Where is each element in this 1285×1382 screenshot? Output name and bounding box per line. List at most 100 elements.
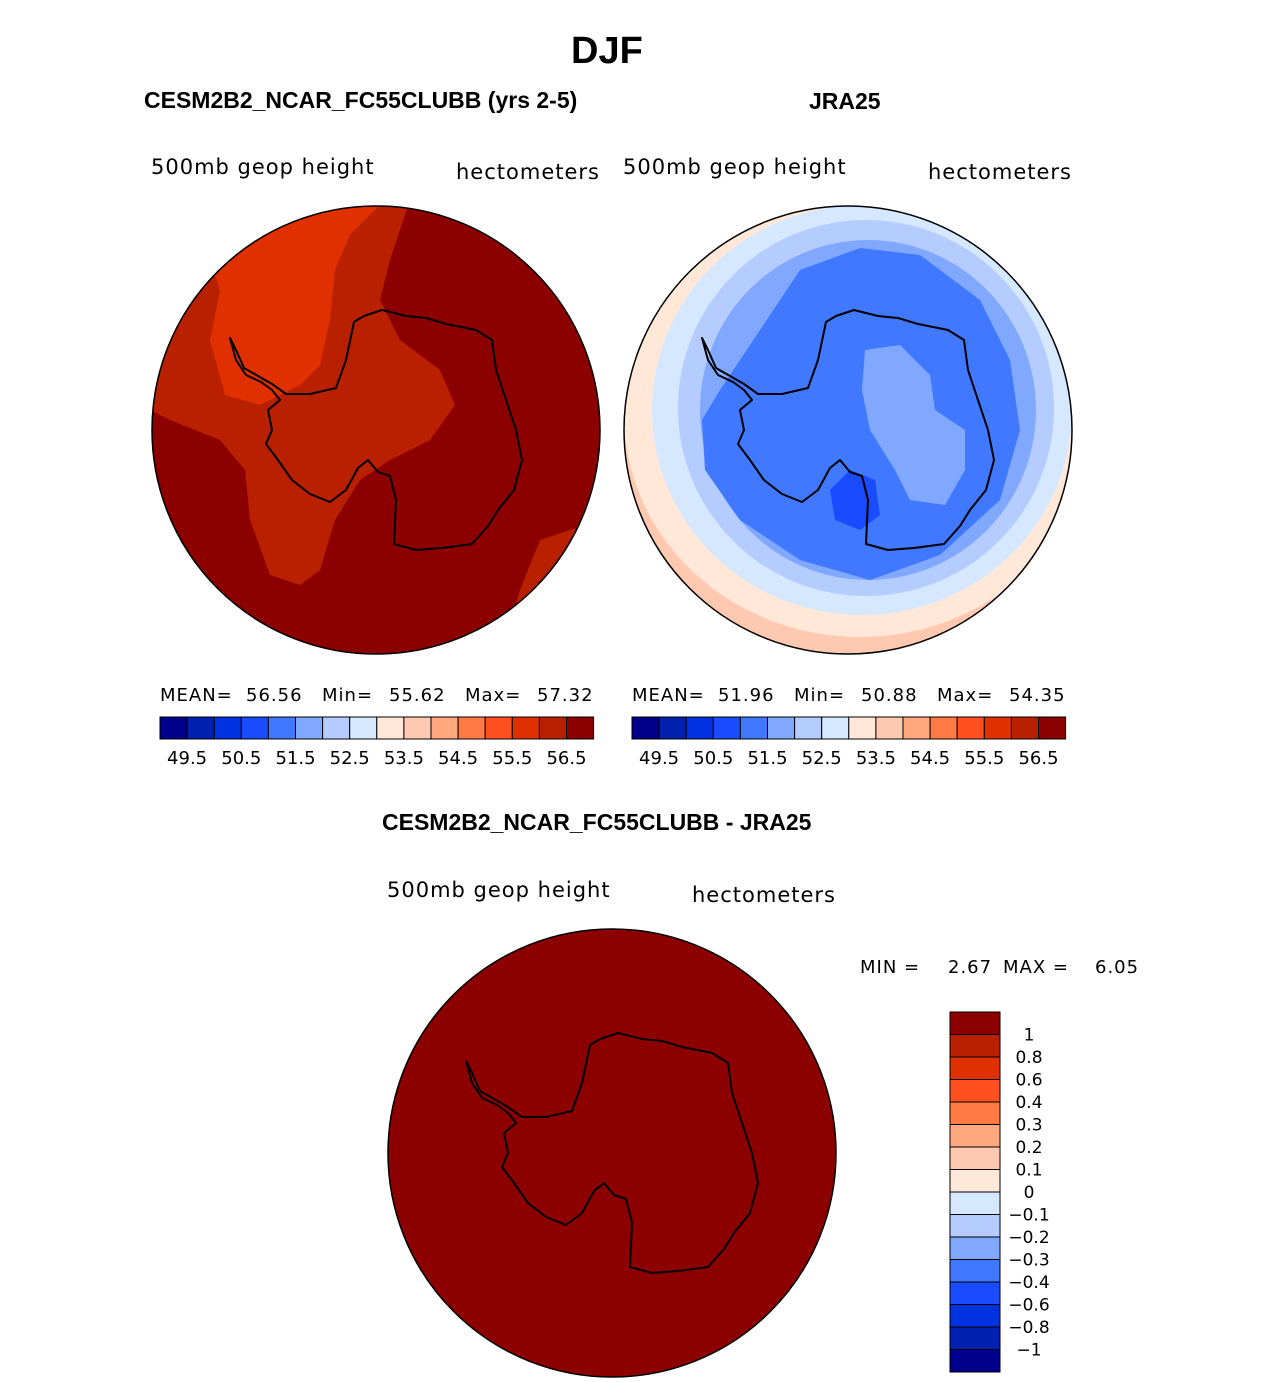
colorbar-tick-label: 50.5	[221, 748, 261, 769]
colorbar-tick-label: 0.2	[1015, 1138, 1042, 1158]
colorbar-tick-label: 53.5	[856, 748, 896, 769]
colorbar-box	[949, 1056, 1001, 1080]
panel1-variable-label: 500mb geop height	[151, 155, 375, 179]
colorbar-box	[902, 716, 931, 740]
colorbar-box	[566, 716, 595, 740]
contour-fill-56.0	[200, 206, 380, 405]
colorbar-box	[949, 1304, 1001, 1328]
panel3-map	[387, 928, 837, 1378]
panel2-map	[624, 206, 1072, 654]
colorbar-box	[949, 1124, 1001, 1148]
colorbar-box	[949, 1191, 1001, 1215]
colorbar-box	[949, 1146, 1001, 1170]
colorbar-box	[949, 1349, 1001, 1373]
colorbar-tick-label: −1	[1016, 1341, 1041, 1361]
colorbar-box	[949, 1034, 1001, 1058]
colorbar-box	[956, 716, 985, 740]
colorbar-box	[349, 716, 378, 740]
colorbar-tick-label: 56.5	[546, 748, 586, 769]
panel1-min-value: 55.62	[389, 685, 446, 706]
colorbar-tick-label: 0.1	[1015, 1161, 1042, 1181]
colorbar-tick-label: 51.5	[275, 748, 315, 769]
colorbar-tick-label: 0.8	[1015, 1048, 1042, 1068]
colorbar-tick-label: 1	[1024, 1026, 1035, 1046]
colorbar-box	[430, 716, 459, 740]
panel2-map-border	[623, 205, 1073, 655]
colorbar-tick-label: −0.4	[1008, 1273, 1049, 1293]
panel2-title: JRA25	[809, 88, 881, 114]
colorbar-box	[712, 716, 741, 740]
panel1-mean-label: MEAN=	[160, 685, 233, 706]
colorbar-tick-label: 50.5	[693, 748, 733, 769]
colorbar-tick-label: 0.4	[1015, 1093, 1042, 1113]
colorbar-tick-label: 0.3	[1015, 1116, 1042, 1136]
panel1-colorbar: 49.5 50.5 51.5 52.5 53.5 54.5 55.5 56.5	[159, 716, 595, 769]
colorbar-tick-label: 55.5	[964, 748, 1004, 769]
colorbar-box	[322, 716, 351, 740]
colorbar-box	[949, 1326, 1001, 1350]
colorbar-tick-label: 52.5	[330, 748, 370, 769]
panel3-title: CESM2B2_NCAR_FC55CLUBB - JRA25	[382, 809, 812, 835]
colorbar-box	[983, 716, 1012, 740]
colorbar-tick-label: 56.5	[1018, 748, 1058, 769]
panel1-units-label: hectometers	[456, 160, 600, 184]
colorbar-box	[767, 716, 796, 740]
contour-fill-51.5-inner	[862, 345, 965, 505]
panel3-min-label: MIN =	[860, 957, 921, 978]
panel2-max-label: Max=	[937, 685, 994, 706]
colorbar-box	[376, 716, 405, 740]
panel3-variable-label: 500mb geop height	[387, 878, 611, 902]
colorbar-box	[949, 1281, 1001, 1305]
colorbar-box	[949, 1101, 1001, 1125]
colorbar-box	[739, 716, 769, 740]
panel1-title: CESM2B2_NCAR_FC55CLUBB (yrs 2-5)	[144, 87, 578, 113]
colorbar-box	[1010, 716, 1040, 740]
colorbar-tick-label: 55.5	[492, 748, 532, 769]
panel2-min-value: 50.88	[861, 685, 918, 706]
colorbar-box	[403, 716, 432, 740]
colorbar-tick-label: −0.2	[1008, 1228, 1049, 1248]
colorbar-box	[240, 716, 269, 740]
panel3-max-value: 6.05	[1095, 957, 1140, 978]
panel1-max-value: 57.32	[537, 685, 594, 706]
colorbar-tick-label: 0.6	[1015, 1071, 1042, 1091]
colorbar-box	[658, 716, 687, 740]
panel2-max-value: 54.35	[1009, 685, 1066, 706]
panel2-colorbar: 49.5 50.5 51.5 52.5 53.5 54.5 55.5 56.5	[631, 716, 1067, 769]
panel2-units-label: hectometers	[928, 160, 1072, 184]
panel1-mean-value: 56.56	[246, 685, 303, 706]
colorbar-box	[821, 716, 850, 740]
colorbar-tick-label: −0.3	[1008, 1251, 1049, 1271]
colorbar-box	[949, 1169, 1001, 1193]
panel2-variable-label: 500mb geop height	[623, 155, 847, 179]
colorbar-tick-label: 53.5	[384, 748, 424, 769]
panel2-mean-label: MEAN=	[632, 685, 705, 706]
colorbar-box	[267, 716, 296, 740]
colorbar-tick-label: 49.5	[639, 748, 679, 769]
colorbar-box	[848, 716, 877, 740]
colorbar-box	[159, 716, 188, 740]
panel1-map	[152, 206, 600, 654]
colorbar-tick-label: 54.5	[910, 748, 950, 769]
panel1-max-label: Max=	[465, 685, 522, 706]
panel1-map-border	[151, 205, 601, 655]
colorbar-box	[875, 716, 904, 740]
colorbar-box	[949, 1214, 1001, 1238]
colorbar-box	[186, 716, 215, 740]
colorbar-box	[929, 716, 958, 740]
colorbar-box	[949, 1011, 1001, 1035]
colorbar-box	[511, 716, 540, 740]
colorbar-box	[949, 1079, 1001, 1103]
colorbar-box	[484, 716, 513, 740]
panel2-mean-value: 51.96	[718, 685, 775, 706]
colorbar-tick-label: −0.8	[1008, 1318, 1049, 1338]
panel2-min-label: Min=	[794, 685, 846, 706]
panel1-min-label: Min=	[322, 685, 374, 706]
colorbar-tick-label: −0.6	[1008, 1296, 1049, 1316]
colorbar-tick-label: 49.5	[167, 748, 207, 769]
panel3-max-label: MAX =	[1003, 957, 1069, 978]
colorbar-box	[949, 1236, 1001, 1260]
figure-title: DJF	[571, 30, 643, 72]
